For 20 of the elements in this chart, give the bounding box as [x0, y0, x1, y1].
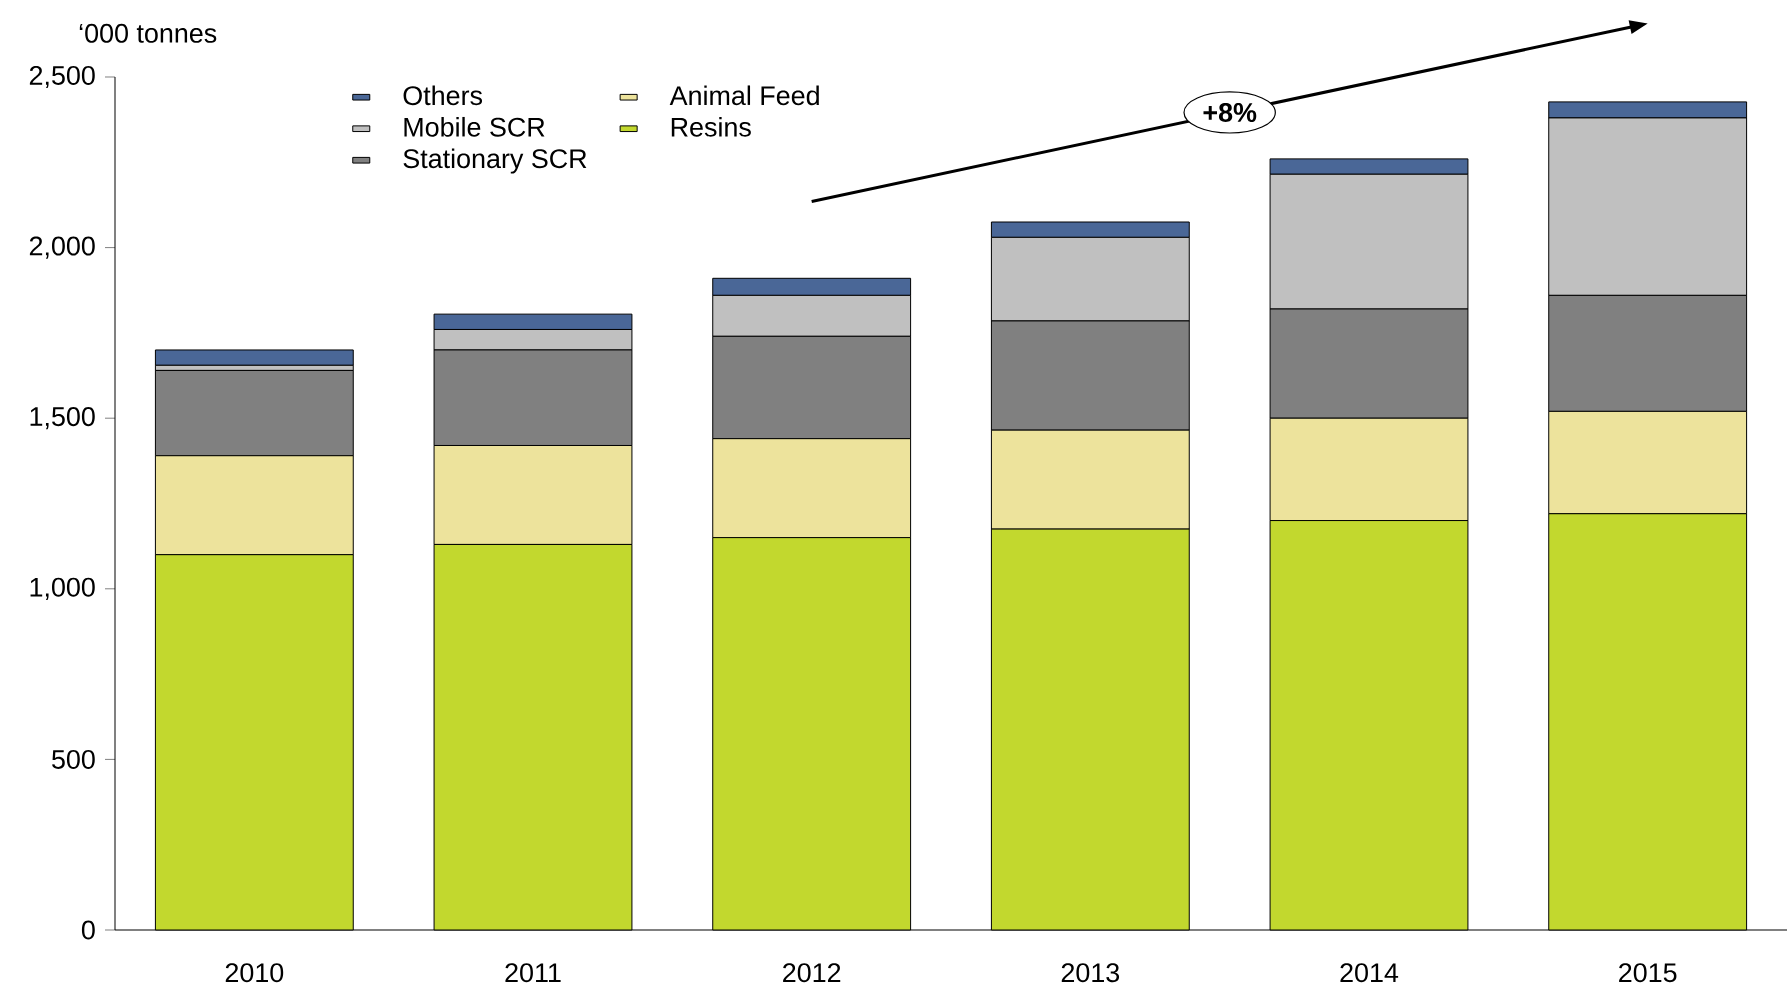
y-tick-label: 0 — [81, 920, 95, 940]
y-axis-title: ‘000 tonnes — [79, 23, 217, 43]
y-tick-label: 500 — [52, 749, 95, 769]
legend-label: Animal Feed — [669, 85, 819, 106]
y-tick-label: 1,500 — [30, 407, 95, 430]
x-tick-label: 2011 — [505, 963, 561, 983]
annotation: +8% — [1203, 102, 1257, 122]
x-tick-label: 2013 — [1061, 963, 1120, 983]
y-tick-label: 1,000 — [30, 577, 95, 600]
legend-label: Mobile SCR — [404, 116, 545, 137]
x-tick-label: 2015 — [1619, 963, 1677, 983]
legend-label: Others — [403, 85, 483, 106]
x-tick-label: 2014 — [1340, 963, 1399, 983]
legend-label: Resins — [671, 116, 751, 137]
x-tick-label: 2010 — [225, 963, 284, 983]
x-tick-label: 2012 — [783, 963, 841, 983]
y-tick-label: 2,000 — [29, 236, 95, 259]
y-tick-label: 2,500 — [29, 65, 95, 89]
bar — [154, 349, 354, 366]
legend-label: Stationary SCR — [403, 148, 587, 174]
